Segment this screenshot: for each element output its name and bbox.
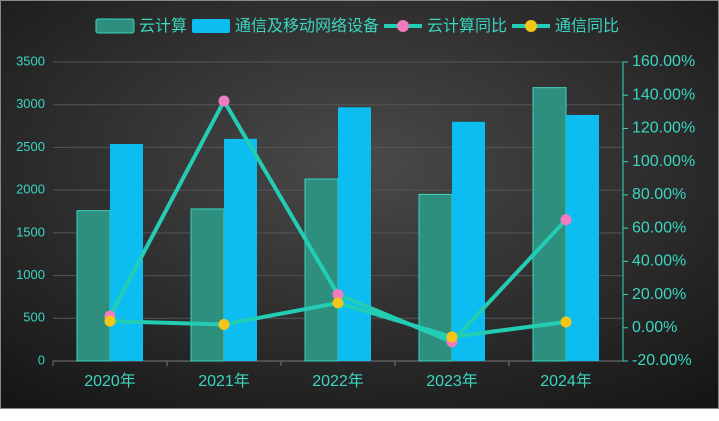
legend-item: 云计算 <box>95 16 187 35</box>
legend-item: 通信及移动网络设备 <box>191 16 379 35</box>
marker <box>446 331 458 343</box>
y2-tick-label: -20.00% <box>632 352 692 369</box>
marker <box>218 318 230 330</box>
chart: 0 500 1000 1500 2000 2500 3000 3500 -20.00% 0.00%… <box>0 0 719 409</box>
marker <box>104 315 116 327</box>
bar <box>76 210 111 362</box>
y2-tick-label: 140.00% <box>632 86 695 103</box>
y2-tick-label: 160.00% <box>632 53 695 70</box>
legend-icon <box>397 20 409 32</box>
bar <box>566 114 599 361</box>
y-tick-label: 3000 <box>16 96 45 111</box>
y2-tick-label: 60.00% <box>632 219 686 236</box>
legend-label: 云计算同比 <box>427 16 507 35</box>
legend-label: 通信及移动网络设备 <box>235 16 379 35</box>
bar <box>190 208 225 362</box>
y-tick-label: 2000 <box>16 182 45 197</box>
y2-tick-label: 100.00% <box>632 153 695 170</box>
marker <box>560 316 572 328</box>
bar <box>110 144 143 361</box>
x-tick-label: 2021年 <box>198 372 250 390</box>
legend: 云计算 通信及移动网络设备 云计算同比 通信同比 <box>95 16 619 35</box>
y-tick-label: 500 <box>23 310 45 325</box>
y-tick-label: 0 <box>38 352 45 367</box>
y2-tick-label: 0.00% <box>632 319 677 336</box>
legend-label: 云计算 <box>139 16 187 35</box>
marker <box>218 95 230 107</box>
legend-label: 通信同比 <box>555 17 619 35</box>
bar <box>224 138 257 361</box>
legend-item: 云计算同比 <box>384 16 507 35</box>
x-tick-label: 2022年 <box>312 372 364 390</box>
y2-tick-label: 120.00% <box>632 120 695 137</box>
y-tick-label: 1000 <box>16 267 45 282</box>
y-tick-label: 2500 <box>16 139 45 154</box>
x-tick-label: 2024年 <box>540 372 592 390</box>
marker <box>332 289 344 301</box>
bar <box>338 107 371 361</box>
legend-icon <box>191 19 230 33</box>
y-tick-label: 3500 <box>16 53 45 68</box>
y2-tick-label: 20.00% <box>632 286 686 303</box>
y2-tick-label: 40.00% <box>632 253 686 270</box>
y2-tick-label: 80.00% <box>632 186 686 203</box>
legend-icon <box>95 18 135 34</box>
legend-icon <box>525 20 538 32</box>
legend-item: 通信同比 <box>512 17 619 35</box>
bar <box>452 121 485 361</box>
x-tick-label: 2020年 <box>84 372 136 390</box>
y-tick-label: 1500 <box>16 224 45 239</box>
x-tick-label: 2023年 <box>426 372 478 390</box>
marker <box>560 214 572 226</box>
marker <box>332 297 344 309</box>
